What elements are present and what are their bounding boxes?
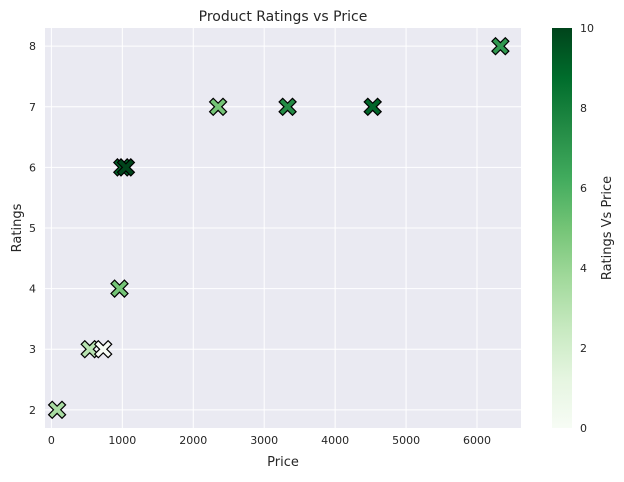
grid-lines [45,28,521,428]
x-axis-ticks: 0 1000 2000 3000 4000 5000 6000 [48,434,491,447]
y-tick-label: 7 [29,101,36,114]
data-point [93,339,113,359]
colorbar-ticks: 0 2 4 6 8 10 [580,22,594,435]
y-tick-label: 5 [29,222,36,235]
x-tick-label: 0 [48,434,55,447]
data-point [491,36,510,56]
x-tick-label: 6000 [463,434,491,447]
data-point [47,400,67,420]
data-point [278,97,297,117]
data-point [208,97,228,117]
data-point [116,158,136,177]
y-axis-label: Ratings [10,203,25,252]
data-point [363,97,383,117]
colorbar-tick-label: 10 [580,22,594,35]
data-point [110,279,129,298]
y-axis-ticks: 2 3 4 5 6 7 8 [29,40,36,417]
colorbar-tick-label: 4 [580,262,587,275]
x-tick-label: 3000 [250,434,278,447]
data-points [47,36,510,420]
y-tick-label: 8 [29,40,36,53]
y-tick-label: 2 [29,404,36,417]
x-tick-label: 5000 [392,434,420,447]
y-tick-label: 4 [29,283,36,296]
colorbar [552,28,572,428]
colorbar-tick-label: 2 [580,342,587,355]
x-tick-label: 2000 [179,434,207,447]
y-tick-label: 3 [29,343,36,356]
colorbar-tick-label: 0 [580,422,587,435]
colorbar-tick-label: 6 [580,182,587,195]
y-tick-label: 6 [29,161,36,174]
colorbar-label: Ratings Vs Price [600,176,615,280]
colorbar-tick-label: 8 [580,102,587,115]
x-tick-label: 4000 [321,434,349,447]
x-tick-label: 1000 [108,434,136,447]
chart-title: Product Ratings vs Price [199,9,368,25]
x-axis-label: Price [267,455,299,470]
